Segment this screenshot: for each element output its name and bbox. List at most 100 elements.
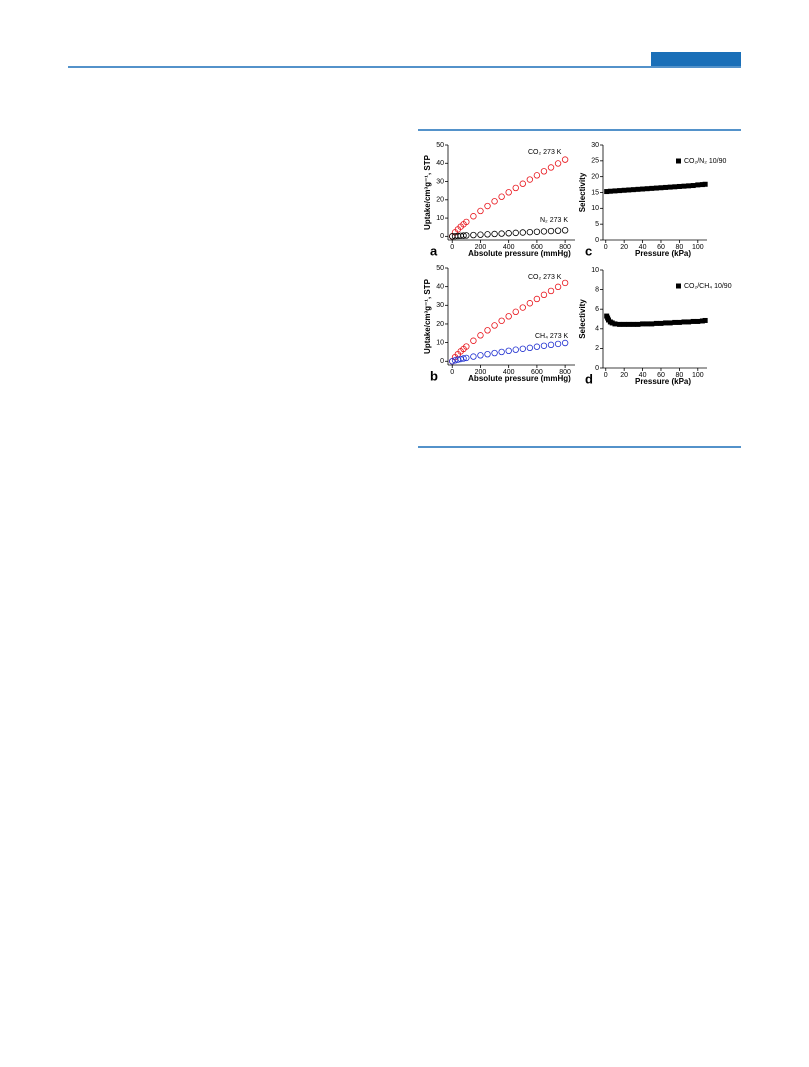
data-point	[533, 172, 541, 179]
y-tick-label: 30	[591, 142, 599, 149]
data-point	[498, 193, 505, 200]
data-point	[460, 355, 467, 362]
data-point	[470, 337, 477, 344]
data-point	[561, 279, 569, 287]
data-point	[626, 187, 632, 193]
header-tab	[651, 52, 741, 66]
y-axis-label: Uptake/cm³g⁻¹, STP	[423, 154, 432, 230]
data-point	[463, 354, 470, 362]
x-axis-label: Absolute pressure (mmHg)	[468, 249, 571, 258]
data-point	[695, 182, 701, 188]
data-point	[554, 283, 562, 291]
y-tick-label: 40	[436, 160, 444, 167]
data-point	[554, 340, 562, 348]
data-point	[640, 321, 646, 327]
y-axis-label: Uptake/cm³g⁻¹, STP	[423, 278, 432, 354]
y-tick-label: 0	[440, 358, 444, 365]
y-axis-label: Selectivity	[578, 299, 587, 339]
data-point	[526, 176, 534, 183]
y-tick-label: 2	[595, 345, 599, 352]
data-point	[498, 317, 505, 324]
x-axis-label: Pressure (kPa)	[635, 249, 691, 258]
x-tick-label: 20	[620, 244, 628, 251]
legend-label: CO₂/CH₄ 10/90	[684, 283, 732, 290]
x-tick-label: 40	[639, 244, 647, 251]
data-point	[505, 313, 512, 320]
data-point	[686, 183, 692, 189]
y-tick-label: 0	[595, 365, 599, 372]
data-point	[699, 182, 705, 188]
data-point	[526, 344, 534, 352]
data-point	[460, 232, 467, 239]
x-tick-label: 60	[657, 244, 665, 251]
data-point	[470, 353, 477, 360]
data-point	[658, 320, 664, 326]
data-point	[540, 291, 548, 299]
data-point	[547, 164, 555, 171]
data-point	[690, 183, 696, 189]
data-point	[519, 180, 526, 187]
data-point	[617, 321, 623, 327]
x-tick-label: 60	[657, 372, 665, 379]
data-point	[470, 213, 477, 220]
data-point	[609, 320, 615, 326]
data-point	[498, 348, 505, 356]
x-tick-label: 600	[531, 244, 543, 251]
data-point	[519, 345, 526, 352]
y-tick-label: 20	[436, 197, 444, 204]
data-point	[681, 183, 687, 189]
y-tick-label: 8	[595, 286, 599, 293]
y-tick-label: 4	[595, 326, 599, 333]
data-point	[484, 202, 491, 210]
data-point	[505, 189, 512, 196]
data-point	[644, 186, 650, 192]
data-point	[699, 318, 705, 324]
panel-label: b	[430, 368, 438, 383]
data-point	[484, 327, 491, 334]
data-point	[540, 228, 548, 235]
panel-label: d	[585, 371, 593, 386]
y-tick-label: 20	[436, 321, 444, 328]
data-point	[604, 189, 610, 195]
data-point	[686, 319, 692, 325]
data-point	[690, 318, 696, 324]
x-tick-label: 80	[675, 372, 683, 379]
data-point	[561, 227, 569, 234]
data-point	[630, 321, 636, 327]
panel-label: c	[585, 243, 592, 258]
y-tick-label: 6	[595, 306, 599, 313]
x-tick-label: 40	[639, 372, 647, 379]
data-point	[667, 320, 673, 326]
data-point	[491, 349, 498, 357]
y-tick-label: 15	[591, 189, 599, 196]
x-tick-label: 400	[503, 369, 515, 376]
y-tick-label: 10	[591, 205, 599, 212]
x-axis-label: Pressure (kPa)	[635, 377, 691, 386]
data-point	[626, 321, 632, 327]
data-point	[702, 181, 708, 187]
data-point	[653, 185, 659, 191]
data-point	[491, 198, 498, 205]
data-point	[484, 231, 491, 238]
data-point	[663, 184, 669, 190]
y-axis-label: Selectivity	[578, 172, 587, 212]
data-point	[681, 319, 687, 325]
data-point	[477, 207, 484, 215]
legend-label: CO₂/N₂ 10/90	[684, 158, 727, 165]
x-tick-label: 20	[620, 372, 628, 379]
data-point	[449, 358, 456, 365]
data-point	[463, 218, 470, 226]
data-point	[547, 227, 555, 235]
x-tick-label: 0	[450, 244, 454, 251]
x-tick-label: 800	[559, 244, 571, 251]
y-tick-label: 20	[591, 174, 599, 181]
y-tick-label: 50	[436, 265, 444, 272]
y-tick-label: 30	[436, 302, 444, 309]
data-point	[561, 156, 569, 163]
data-point	[519, 304, 526, 311]
y-tick-label: 10	[591, 267, 599, 274]
series-label: CH₄ 273 K	[535, 333, 569, 340]
data-point	[621, 321, 627, 327]
x-tick-label: 0	[604, 372, 608, 379]
